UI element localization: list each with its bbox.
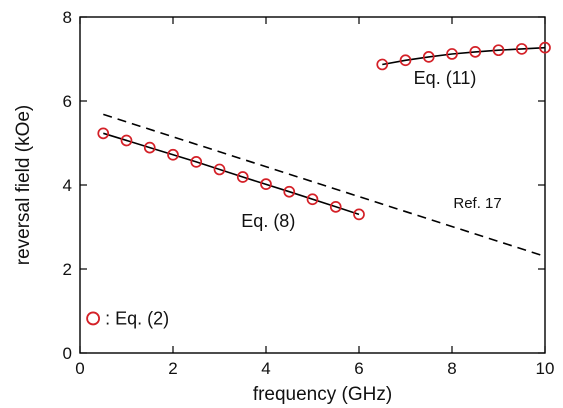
data-point <box>236 171 249 183</box>
data-point <box>515 43 528 55</box>
series-line-eq-11 <box>382 46 546 66</box>
annotations: Eq. (11) Eq. (8) Ref. 17 <box>241 68 501 231</box>
data-point <box>306 193 319 206</box>
x-tick-label: 2 <box>168 359 177 378</box>
annotation-label: Eq. (8) <box>241 211 295 231</box>
data-point <box>399 54 412 67</box>
legend: : Eq. (2) <box>86 308 169 328</box>
y-tick-label: 4 <box>63 176 72 195</box>
data-point <box>329 200 342 213</box>
x-tick-label: 8 <box>447 359 456 378</box>
data-point <box>283 185 296 198</box>
series-lines <box>103 46 546 258</box>
data-point <box>190 156 203 168</box>
data-point <box>446 48 458 60</box>
data-point <box>353 208 365 221</box>
data-point <box>260 178 272 191</box>
series-points <box>97 41 551 221</box>
y-tick-labels: 0 2 4 6 8 <box>63 8 72 363</box>
data-point <box>120 134 133 147</box>
annotation-label: Eq. (11) <box>414 68 477 88</box>
ticks <box>79 16 546 354</box>
legend-marker <box>86 311 100 326</box>
data-point <box>143 141 156 154</box>
x-tick-label: 0 <box>75 359 84 378</box>
y-tick-label: 0 <box>63 344 72 363</box>
data-point <box>539 41 551 54</box>
data-point <box>492 44 505 57</box>
x-tick-label: 4 <box>261 359 270 378</box>
data-point <box>97 127 110 140</box>
series-line-eq-8 <box>103 132 360 216</box>
data-point <box>422 51 435 63</box>
y-tick-label: 6 <box>63 92 72 111</box>
series-line-ref-17 <box>103 113 546 258</box>
x-tick-label: 6 <box>354 359 363 378</box>
x-tick-label: 10 <box>536 359 555 378</box>
data-point <box>167 148 179 161</box>
legend-label: : Eq. (2) <box>105 308 169 328</box>
data-point <box>469 46 482 58</box>
y-axis-label: reversal field (kOe) <box>13 105 34 266</box>
y-tick-label: 2 <box>63 260 72 279</box>
data-point <box>213 163 226 176</box>
y-tick-label: 8 <box>63 8 72 27</box>
x-axis-label: frequency (GHz) <box>253 384 392 405</box>
data-point <box>376 58 389 71</box>
x-tick-labels: 0 2 4 6 8 10 <box>75 359 554 378</box>
annotation-label: Ref. 17 <box>453 195 501 212</box>
